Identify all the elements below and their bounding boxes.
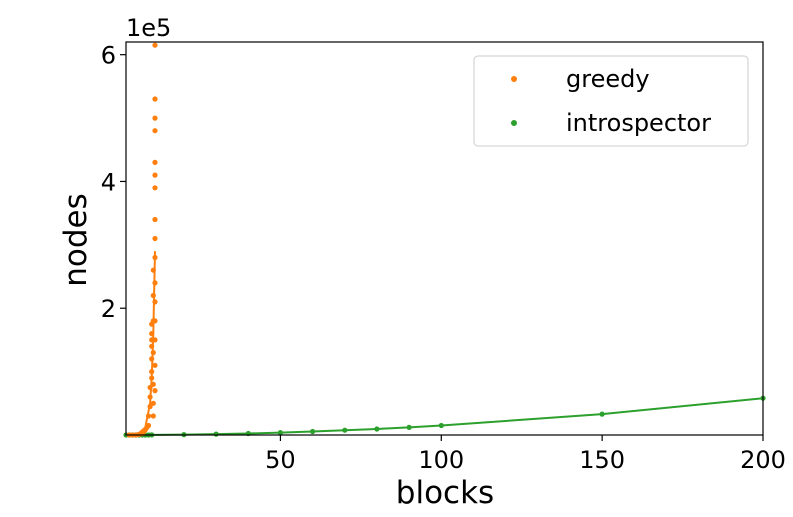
data-point-greedy-27 [152,388,158,394]
data-point-greedy-26 [150,267,156,273]
data-point-greedy-32 [152,280,158,286]
data-point-greedy-20 [150,413,156,419]
data-point-greedy-8 [145,422,152,429]
data-point-greedy-12 [147,384,153,391]
legend: greedy introspector [473,55,749,147]
data-point-greedy-35 [152,216,158,223]
legend-label-introspector: introspector [566,109,711,137]
data-point-greedy-18 [149,331,155,337]
x-axis-title: blocks [396,475,494,511]
data-point-introspector-16 [406,424,412,430]
data-point-greedy-16 [149,343,155,349]
data-point-greedy-10 [147,403,153,410]
legend-marker-greedy [511,76,517,82]
y-axis-title: nodes [58,193,94,287]
legend-frame [473,55,749,147]
data-point-introspector-10 [213,431,219,437]
data-point-greedy-28 [152,362,158,368]
series-line-introspector [125,397,764,436]
x-tick-label-100: 100 [418,446,464,474]
data-point-greedy-11 [147,394,153,400]
x-tick-label-50: 50 [265,446,296,474]
y-tick-label-2: 2 [101,295,116,323]
data-point-greedy-33 [152,254,158,261]
data-point-introspector-13 [310,428,316,435]
plot-frame [125,41,764,436]
data-point-greedy-31 [152,299,158,305]
data-point-greedy-34 [152,235,158,242]
data-point-greedy-41 [152,96,158,102]
data-point-introspector-18 [599,411,605,417]
data-point-introspector-14 [342,427,348,433]
series-lines [125,251,764,436]
data-point-introspector-17 [438,422,444,429]
data-point-greedy-29 [152,337,158,343]
data-point-introspector-12 [277,430,283,436]
data-point-greedy-42 [152,42,158,48]
data-point-greedy-9 [145,413,152,419]
data-point-greedy-21 [150,400,156,406]
legend-label-greedy: greedy [566,65,650,93]
x-axis-ticks: 50 100 150 200 [265,435,786,474]
x-tick-label-150: 150 [579,446,625,474]
y-tick-label-4: 4 [101,168,116,196]
data-point-greedy-40 [152,115,158,121]
data-point-greedy-13 [149,375,155,381]
data-point-greedy-39 [152,128,158,134]
y-tick-label-6: 6 [101,42,116,70]
data-point-greedy-37 [152,172,158,178]
data-point-greedy-23 [150,350,156,356]
data-point-greedy-14 [149,369,155,375]
data-point-introspector-15 [374,426,380,432]
data-point-greedy-36 [152,185,158,191]
y-offset-text: 1e5 [126,14,171,42]
data-point-greedy-15 [149,356,155,362]
data-point-greedy-22 [150,381,156,387]
legend-marker-introspector [511,120,517,126]
data-point-greedy-30 [152,318,158,324]
data-point-greedy-38 [152,159,158,165]
y-axis-ticks: 2 4 6 [101,42,126,323]
x-tick-label-200: 200 [740,446,786,474]
data-point-greedy-25 [150,292,156,299]
